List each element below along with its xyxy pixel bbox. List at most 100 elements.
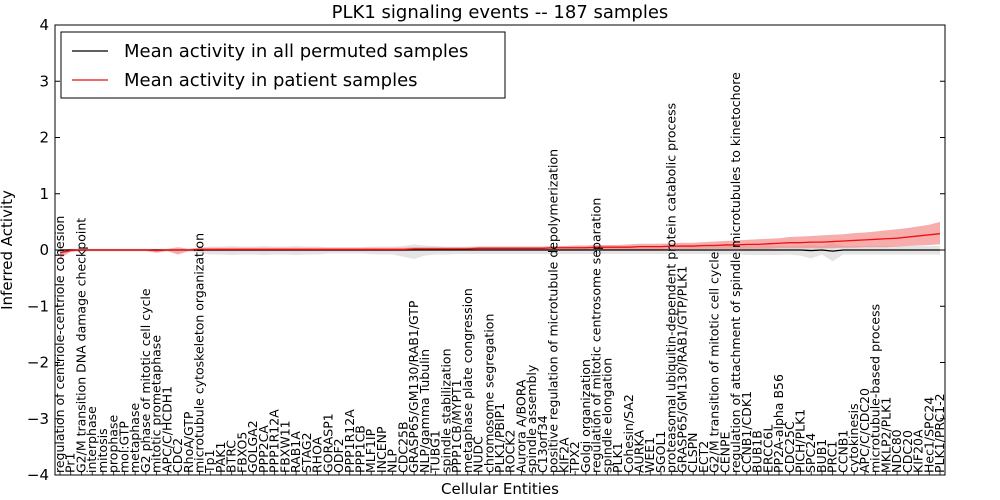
x-tick-label: NUDC [471,436,486,473]
x-tick-label: mol:GTP [116,421,131,473]
y-tick-label: −2 [27,354,49,372]
x-tick-label: proteasomal ubiquitin-dependent protein … [664,103,679,473]
x-tick-label: CDC25C [782,421,797,473]
x-tick-label: PLK1/PRC1-2 [932,393,947,473]
x-tick-label: Cohesin/SA2 [621,394,636,473]
x-tick-label: spindle assembly [524,364,539,473]
legend-label-patient: Mean activity in patient samples [124,70,418,91]
x-tick-label: STAG2 [299,432,314,473]
x-tick-label: ROCK2 [503,430,518,473]
x-tick-label: positive regulation of microtubule depol… [546,149,561,473]
y-tick-label: 0 [39,241,49,259]
x-tick-label: RAB1A [288,431,303,473]
x-tick-label: ECT2 [696,441,711,473]
x-tick-label: GORASP1 [320,413,335,473]
y-tick-label: −1 [27,297,49,315]
x-tick-label: MLF1IP [363,428,378,473]
x-tick-label: FBXO5 [234,432,249,473]
x-tick-label: ERCC6L [760,425,775,473]
x-tick-label: APC/C/HCDH1 [159,386,174,473]
x-tick-label: FBXW11 [277,420,292,473]
x-tick-label: prophase [106,415,121,473]
y-tick-label: −3 [27,410,49,428]
x-tick-label: BTRC [224,440,239,473]
line-patient [59,233,941,254]
y-tick-label: 3 [39,72,49,90]
x-tick-label: Tp1 [202,449,217,474]
x-tick-label: metaphase plate congression [460,288,475,473]
x-tick-label: CDC25B [395,421,410,473]
x-tick-label: Pr1 [63,453,78,473]
x-tick-label: PPP2CA [256,425,271,473]
x-tick-label: GOLGA2 [245,420,260,473]
x-tick-label: PP2A-alpha B56 [771,374,786,473]
x-tick-label: Hec1/SPC24 [921,397,936,473]
x-tick-label: spindle stabilization [438,348,453,473]
x-tick-label: CLSPN [685,432,700,473]
legend-box [60,31,506,99]
x-tick-label: regulation of mitotic centrosome separat… [589,198,604,473]
x-tick-label: spindle elongation [599,358,614,473]
x-tick-label: G2 phase of mitotic cell cycle [138,288,153,473]
x-tick-label: GRASP65/GM130/RAB1/GTP [406,300,421,473]
x-tick-label: TPX2 [567,441,582,474]
x-tick-label: interphase [84,406,99,473]
x-category-labels: regulation of centriole-centriole cohesi… [52,72,947,475]
x-tick-label: INCENP [374,426,389,473]
x-tick-label: RhoA/GTP [181,411,196,473]
x-tick-label: SPC24 [803,433,818,473]
x-tick-label: NDC80 [889,429,904,473]
x-tick-label: CENPE [717,431,732,473]
x-tick-label: KIF20A [911,429,926,473]
x-tick-label: APC/C/CDC20 [857,388,872,473]
x-tick-label: RHOA [310,436,325,473]
x-tick-label: chromosome segregation [481,314,496,473]
x-tick-label: regulation of attachment of spindle micr… [728,72,743,473]
x-tick-label: PPP1CB [352,425,367,473]
x-tick-label: mitosis [95,428,110,473]
x-tick-label: mitotic prometaphase [149,335,164,473]
x-tick-label: G2/M transition DNA damage checkpoint [73,218,88,473]
x-tick-label: regulation of centriole-centriole cohesi… [52,216,67,473]
x-tick-label: CCNB1 [835,430,850,473]
x-tick-label: PLK1/PBIP1 [492,403,507,473]
x-tick-label: BUB1 [814,439,829,473]
x-tick-label: PPP1R12A [267,409,282,473]
x-tick-label: Aurora A/BORA [513,379,528,473]
x-tick-label: PRC1 [825,441,840,473]
x-tick-label: PLK1 [610,442,625,473]
x-tick-label: PAK1 [213,442,228,473]
x-tick-label: ODF2 [331,438,346,473]
chart-title: PLK1 signaling events -- 187 samples [332,2,669,23]
x-tick-label: SGOL1 [653,431,668,473]
plot-frame [54,24,946,476]
x-tick-label: PPP1R12A [342,409,357,473]
x-tick-label: C13orf34 [535,415,550,473]
x-tick-label: PICH/PLK1 [792,409,807,473]
x-tick-label: NLP [385,449,400,473]
legend: Mean activity in all permuted samples Me… [60,31,506,99]
x-axis-label: Cellular Entities [441,480,559,498]
y-tick-label: 4 [39,16,49,34]
y-axis-label: Inferred Activity [0,190,16,310]
x-tick-label: KIF2A [556,437,571,473]
x-tick-label: NLP/gamma Tubulin [417,349,432,473]
x-tick-label: CDC20 [900,430,915,473]
legend-label-permuted: Mean activity in all permuted samples [124,41,468,62]
x-tick-label: MKLP2/PLK1 [878,397,893,473]
x-tick-label: TUBG1 [428,430,443,474]
x-tick-label: microtubule cytoskeleton organization [192,233,207,473]
x-tick-label: G2/M transition of mitotic cell cycle [707,251,722,473]
x-tick-label: AURKA [632,430,647,473]
y-axis: −4 −3 −2 −1 0 1 2 3 4 [27,16,945,484]
x-tick-label: GRASP65/GM130/RAB1/GTP/PLK1 [674,266,689,473]
y-tick-label: 2 [39,129,49,147]
x-tick-label: microtubule-based process [868,304,883,473]
x-tick-label: Golgi organization [578,359,593,473]
x-tick-label: BUB1B [750,430,765,473]
x-tick-label: CDC2 [170,438,185,473]
x-tick-label: cytokinesis [846,403,861,473]
x-tick-label: metaphase [127,403,142,473]
y-tick-label: 1 [39,185,49,203]
